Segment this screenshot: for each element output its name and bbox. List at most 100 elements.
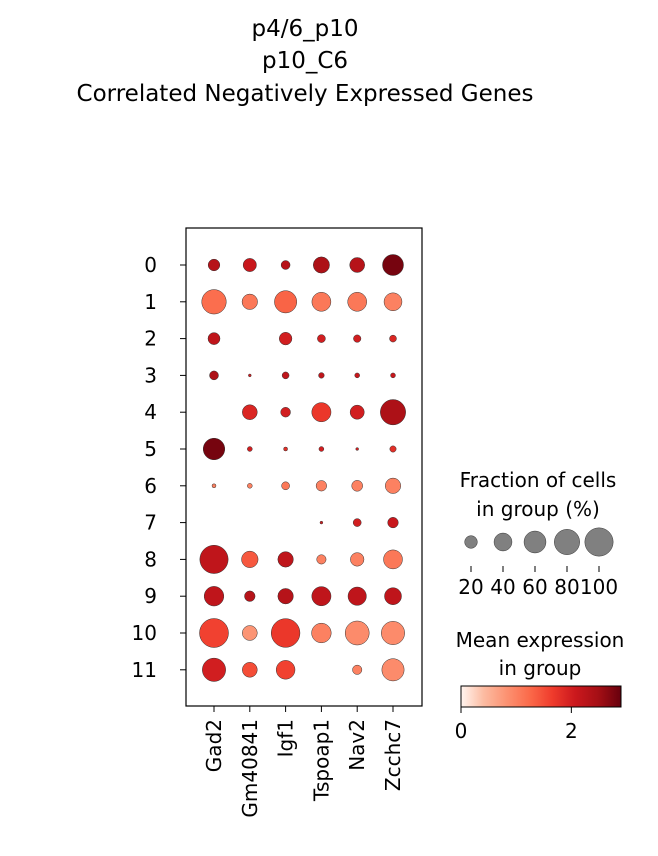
dot-3-gm40841 [248,373,252,378]
size-legend-title-line-2: in group (%) [476,497,600,521]
dot-9-igf1 [277,588,294,605]
color-legend-title-line-2: in group [499,656,582,680]
dot-5-igf1 [283,446,288,452]
dot-2-zcchc7 [389,334,397,343]
dot-11-gad2 [202,657,226,682]
dot-1-zcchc7 [383,292,403,311]
dot-5-tspoap1 [318,446,325,452]
size-legend-dot-100 [584,527,614,557]
colorbar [460,685,622,708]
dot-1-gad2 [201,289,227,315]
dot-8-nav2 [350,552,365,567]
dot-8-gm40841 [241,550,259,568]
group-label-1: 1 [144,290,157,314]
dot-0-zcchc7 [382,254,404,276]
size-legend-label-40: 40 [490,575,515,599]
gene-label-gad2: Gad2 [202,719,226,772]
dot-9-zcchc7 [384,587,402,605]
group-label-2: 2 [144,327,157,351]
dot-8-tspoap1 [316,554,327,565]
gene-label-nav2: Nav2 [345,719,369,771]
dot-3-zcchc7 [390,372,396,379]
title-line-2: p10_C6 [262,48,348,74]
dot-4-nav2 [349,404,365,420]
dot-3-tspoap1 [318,372,325,379]
dot-3-gad2 [209,370,219,381]
dot-11-nav2 [352,664,363,675]
dot-6-nav2 [351,480,363,492]
size-legend-label-60: 60 [522,575,547,599]
dot-9-gm40841 [244,590,256,602]
dot-0-igf1 [280,260,291,270]
group-label-5: 5 [144,437,157,461]
gene-label-tspoap1: Tspoap1 [309,719,333,802]
dot-2-gad2 [207,332,221,345]
size-legend-label-100: 100 [580,575,618,599]
dot-7-tspoap1 [319,520,324,525]
group-label-0: 0 [144,253,157,277]
group-label-11: 11 [132,658,157,682]
group-label-4: 4 [144,400,157,424]
dots-layer [199,254,406,682]
size-legend-dot-40 [493,532,513,552]
dot-4-zcchc7 [380,399,406,426]
dot-0-nav2 [349,257,365,273]
plot-frame [185,227,423,707]
dot-4-igf1 [280,407,291,418]
dot-7-nav2 [352,518,362,527]
dot-0-gm40841 [242,258,257,272]
dot-0-gad2 [207,258,221,272]
dot-6-igf1 [281,481,290,491]
group-tick-labels: 0 1 2 3 4 5 6 7 8 9 10 11 [132,253,186,682]
size-legend: 20 40 60 80 100 [458,527,618,599]
dot-11-gm40841 [242,662,258,678]
dot-10-nav2 [344,620,370,646]
dot-3-nav2 [354,372,360,379]
dot-1-gm40841 [241,293,258,310]
group-label-8: 8 [144,547,157,571]
dot-11-zcchc7 [381,658,405,682]
dot-3-igf1 [281,371,290,380]
dot-5-gad2 [202,437,226,461]
dot-6-tspoap1 [315,480,327,492]
size-legend-label-80: 80 [554,575,579,599]
dot-10-gm40841 [242,625,258,641]
dot-2-tspoap1 [317,334,326,343]
group-label-7: 7 [144,511,157,535]
dot-1-tspoap1 [311,292,332,312]
size-legend-dot-60 [523,530,547,554]
size-legend-label-20: 20 [458,575,483,599]
dot-8-gad2 [199,545,229,574]
gene-label-zcchc7: Zcchc7 [381,719,405,791]
dot-10-tspoap1 [311,622,332,644]
dot-1-nav2 [347,292,367,312]
gene-label-igf1: Igf1 [274,719,298,757]
dot-6-gm40841 [247,483,253,489]
dot-7-zcchc7 [387,517,399,529]
group-label-3: 3 [144,363,157,387]
group-label-6: 6 [144,474,157,498]
size-legend-title-line-1: Fraction of cells [460,468,617,492]
dot-6-zcchc7 [385,477,401,494]
gene-label-gm40841: Gm40841 [238,719,262,818]
dot-5-gm40841 [247,446,253,452]
color-legend-title-line-1: Mean expression [456,628,625,652]
title-line-1: p4/6_p10 [252,16,359,42]
dot-4-gm40841 [242,404,258,420]
size-legend-dot-80 [554,529,580,555]
group-label-9: 9 [144,584,157,608]
dot-1-igf1 [274,290,297,314]
dot-11-igf1 [275,660,296,680]
dot-10-zcchc7 [381,621,405,645]
dot-0-tspoap1 [313,256,330,274]
colorbar-label-2: 2 [565,719,578,743]
dot-9-tspoap1 [311,586,332,607]
colorbar-label-0: 0 [455,719,468,743]
dot-8-zcchc7 [383,549,403,570]
dot-10-gad2 [199,618,229,648]
dot-2-nav2 [353,334,362,343]
dot-9-nav2 [347,586,367,606]
dot-10-igf1 [270,618,301,648]
